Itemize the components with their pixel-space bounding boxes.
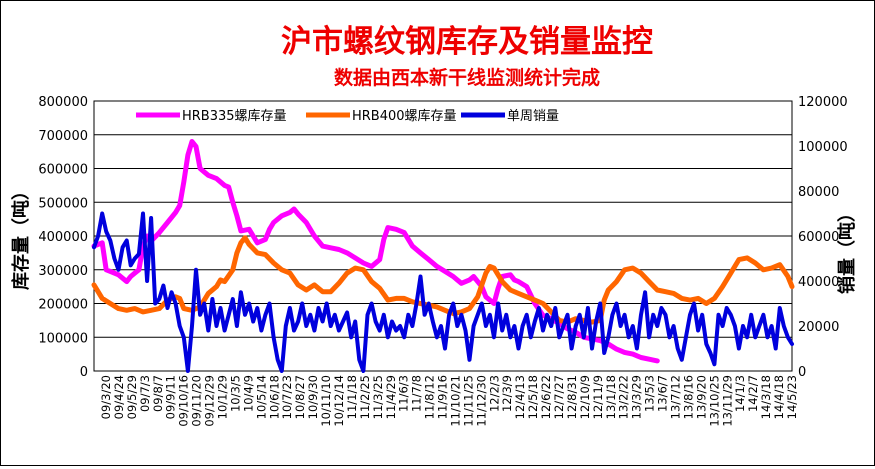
x-tick-label: 14/3/18 (759, 375, 773, 419)
x-tick-label: 11/11/25 (461, 375, 475, 427)
series-line-1 (91, 139, 660, 364)
x-tick-label: 13/11/29 (720, 375, 734, 427)
x-tick-label: 13/10/25 (707, 375, 721, 427)
x-tick-label: 11/8/12 (423, 375, 437, 419)
x-tick-label: 09/5/29 (125, 375, 139, 419)
x-tick-label: 09/4/24 (112, 375, 126, 419)
legend: HRB335螺库存量 HRB400螺库存量 单周销量 (136, 108, 559, 124)
x-tick-label: 10/6/18 (267, 375, 281, 419)
x-tick-label: 11/7/8 (410, 375, 424, 412)
y-tick-label: 200000 (38, 298, 88, 313)
x-tick-label: 13/3/29 (630, 375, 644, 419)
x-tick-label: 12/5/18 (526, 375, 540, 419)
x-tick-label: 12/6/22 (539, 375, 553, 419)
series-line-3 (92, 211, 794, 373)
y2-tick-label: 0 (798, 365, 806, 380)
x-tick-label: 09/9/11 (164, 375, 178, 419)
x-tick-label: 13/8/16 (681, 375, 695, 419)
chart-subtitle: 数据由西本新干线监测统计完成 (334, 66, 600, 89)
x-tick-label: 13/1/18 (604, 375, 618, 419)
x-tick-label: 09/10/16 (177, 375, 191, 427)
x-tick-label: 12/10/9 (578, 375, 592, 419)
y-tick-label: 600000 (38, 163, 88, 178)
y2-axis-label: 销量（吨） (836, 204, 858, 294)
x-tick-label: 12/2/3 (487, 375, 501, 412)
x-tick-label: 11/3/25 (371, 375, 385, 419)
x-tick-label: 10/12/14 (332, 375, 346, 427)
x-tick-label: 11/6/3 (397, 375, 411, 412)
x-tick-label: 12/7/27 (552, 375, 566, 419)
x-tick-label: 12/8/31 (565, 375, 579, 419)
legend-label: 单周销量 (507, 109, 559, 124)
x-tick-label: 10/8/27 (293, 375, 307, 419)
series-group (91, 139, 795, 373)
x-tick-label: 09/11/20 (190, 375, 204, 427)
legend-label: HRB335螺库存量 (182, 108, 287, 124)
y-tick-label: 100000 (38, 331, 88, 346)
x-tick-label: 11/10/21 (448, 375, 462, 427)
y-tick-label: 500000 (38, 196, 88, 211)
x-tick-label: 13/6/7 (656, 375, 670, 412)
x-tick-label: 10/5/14 (254, 375, 268, 419)
legend-label: HRB400螺库存量 (352, 108, 457, 124)
y-axis-label: 库存量（吨） (10, 182, 32, 290)
plot-area (93, 100, 793, 372)
y-tick-label: 700000 (38, 129, 88, 144)
x-tick-label: 10/1/29 (215, 375, 229, 419)
y-tick-label: 400000 (38, 230, 88, 245)
x-tick-label: 13/5/3 (643, 375, 657, 412)
y-tick-label: 300000 (38, 264, 88, 279)
x-tick-label: 10/3/5 (228, 375, 242, 412)
x-tick-label: 12/3/9 (500, 375, 514, 412)
y-tick-label: 0 (80, 365, 88, 380)
x-tick-label: 09/8/7 (151, 375, 165, 412)
x-tick-label: 10/11/10 (319, 375, 333, 427)
chart-title: 沪市螺纹钢库存及销量监控 (281, 24, 653, 60)
y2-tick-label: 120000 (798, 95, 848, 110)
y-tick-label: 800000 (38, 95, 88, 110)
x-tick-label: 09/12/29 (203, 375, 217, 427)
x-tick-label: 09/7/3 (138, 375, 152, 412)
x-tick-label: 13/7/12 (669, 375, 683, 419)
x-tick-label: 14/4/18 (772, 375, 786, 419)
y2-tick-label: 20000 (798, 320, 839, 335)
x-tick-label: 14/5/23 (785, 375, 799, 419)
x-tick-label: 13/9/20 (694, 375, 708, 419)
x-tick-label: 11/4/29 (384, 375, 398, 419)
x-tick-label: 14/2/7 (746, 375, 760, 412)
y2-tick-label: 80000 (798, 185, 839, 200)
series-line-2 (91, 235, 795, 325)
x-tick-label: 10/7/23 (280, 375, 294, 419)
y2-tick-label: 60000 (798, 230, 839, 245)
left-axis: 0 100000 200000 300000 400000 500000 600000 700… (38, 95, 88, 380)
y2-tick-label: 100000 (798, 140, 848, 155)
x-tick-label: 12/4/13 (513, 375, 527, 419)
y2-tick-label: 40000 (798, 275, 839, 290)
x-axis: 09/3/2009/4/2409/5/2909/7/309/8/709/9/11… (99, 375, 799, 427)
x-tick-label: 13/2/22 (617, 375, 631, 419)
right-axis: 0 20000 40000 60000 80000 100000 120000 (798, 95, 848, 380)
x-tick-label: 11/12/30 (474, 375, 488, 427)
x-tick-label: 11/2/25 (358, 375, 372, 419)
x-tick-label: 14/1/3 (733, 375, 747, 412)
x-tick-label: 10/4/9 (241, 375, 255, 412)
x-tick-label: 09/3/20 (99, 375, 113, 419)
x-tick-label: 11/9/16 (436, 375, 450, 419)
x-tick-label: 11/1/18 (345, 375, 359, 419)
x-tick-label: 12/11/9 (591, 375, 605, 419)
x-tick-label: 10/9/30 (306, 375, 320, 419)
